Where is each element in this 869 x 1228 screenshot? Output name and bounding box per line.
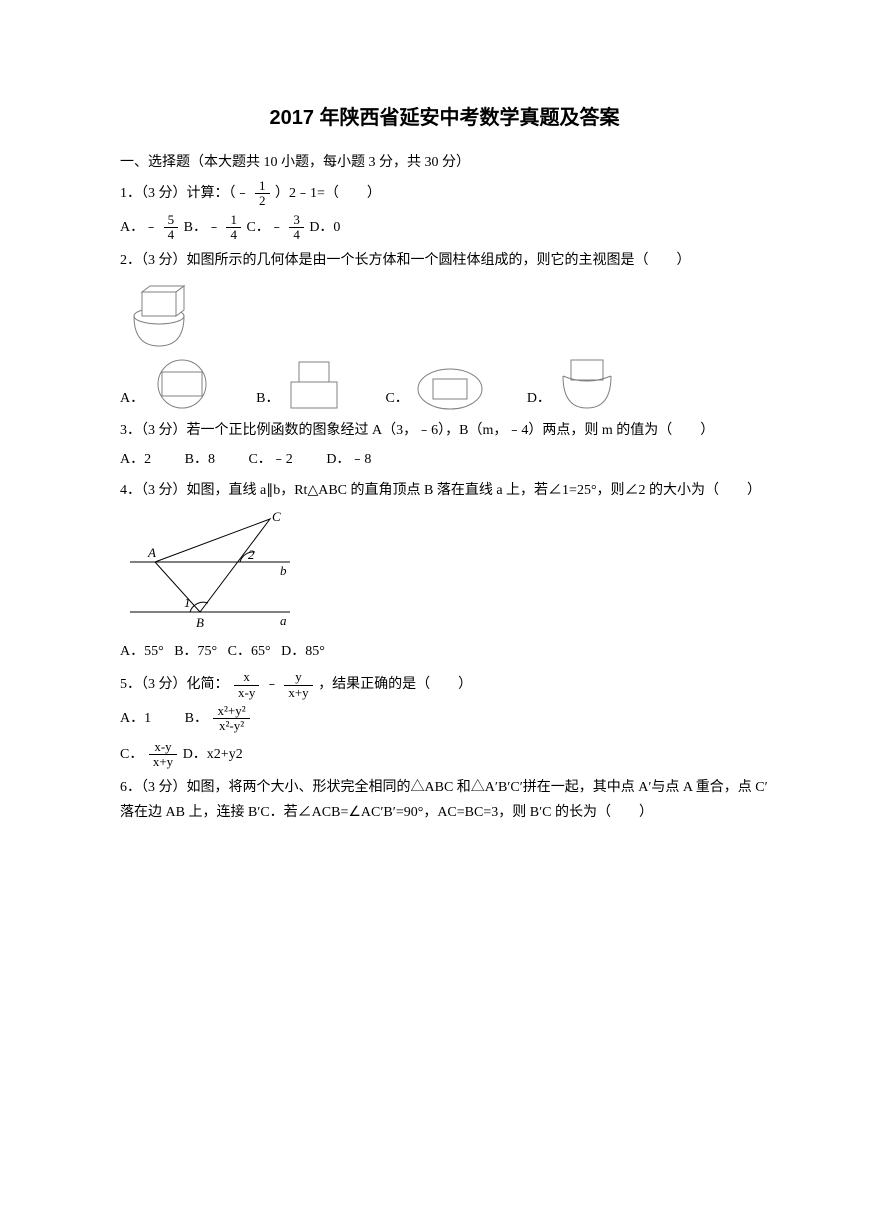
q4-opt-a: A．55° — [120, 639, 164, 664]
q2-option-c-icon — [415, 366, 485, 412]
q1-opt-c-frac: 3 4 — [289, 213, 304, 243]
q5-c-num: x-y — [149, 740, 177, 755]
q3-opt-d: D．﹣8 — [326, 447, 371, 472]
q1-stem-a: 1．（3 分）计算：（﹣ — [120, 186, 250, 201]
q4-triangle-diagram: A B C b a 1 2 — [120, 507, 300, 637]
q5-b-num: x²+y² — [213, 704, 249, 719]
q4-label-1: 1 — [184, 595, 191, 610]
q1-opt-a-frac: 5 4 — [164, 213, 179, 243]
q1-c-num: 3 — [289, 213, 304, 228]
q1-a-den: 4 — [164, 228, 179, 242]
q4-label-2: 2 — [248, 547, 255, 562]
q3-opt-a: A．2 — [120, 447, 151, 472]
q2-opt-d: D． — [527, 386, 551, 411]
q2-solid-icon — [120, 278, 198, 350]
q5-f1-num: x — [234, 670, 259, 685]
q4-opt-b: B．75° — [174, 639, 217, 664]
q5-minus: ﹣ — [265, 677, 279, 692]
q1-opt-c-pre: C．﹣ — [246, 215, 283, 240]
q2-option-a-icon — [150, 356, 214, 412]
q5-c-den: x+y — [149, 755, 177, 769]
q1-b-num: 1 — [226, 213, 241, 228]
page-title: 2017 年陕西省延安中考数学真题及答案 — [120, 100, 769, 136]
q5-stem-b: ，结果正确的是（ ） — [318, 677, 472, 692]
q5-opt-b-frac: x²+y² x²-y² — [213, 704, 249, 734]
q5-f1-den: x-y — [234, 686, 259, 700]
q2-figure — [120, 278, 769, 350]
q5-frac1: x x-y — [234, 670, 259, 700]
q3-opt-c: C．﹣2 — [248, 447, 292, 472]
q5-f2-num: y — [284, 670, 312, 685]
q4-opt-d: D．85° — [281, 639, 325, 664]
q1-b-den: 4 — [226, 228, 241, 242]
q5-opt-d: D．x2+y2 — [183, 742, 243, 767]
q1-opt-a-pre: A．﹣ — [120, 215, 158, 240]
q5-options-row2: C． x-y x+y D．x2+y2 — [120, 740, 769, 770]
q4-label-C: C — [272, 509, 281, 524]
q1-frac1: 1 2 — [255, 179, 270, 209]
q1-stem-b: ）2﹣1=（ ） — [275, 186, 381, 201]
q1-frac1-den: 2 — [255, 194, 270, 208]
q5-opt-c-pre: C． — [120, 742, 143, 767]
q4-figure: A B C b a 1 2 — [120, 507, 769, 637]
q5-options-row1: A．1 B． x²+y² x²-y² — [120, 704, 769, 734]
q4-label-a: a — [280, 613, 287, 628]
question-4: 4．（3 分）如图，直线 a∥b，Rt△ABC 的直角顶点 B 落在直线 a 上… — [120, 478, 769, 503]
question-6: 6．（3 分）如图，将两个大小、形状完全相同的△ABC 和△A′B′C′拼在一起… — [120, 775, 769, 825]
q1-opt-b-frac: 1 4 — [226, 213, 241, 243]
q4-label-b: b — [280, 563, 287, 578]
question-5: 5．（3 分）化简： x x-y ﹣ y x+y ，结果正确的是（ ） — [120, 670, 769, 700]
q5-b-den: x²-y² — [213, 719, 249, 733]
q2-option-d-icon — [557, 356, 617, 412]
q5-frac2: y x+y — [284, 670, 312, 700]
q3-options: A．2 B．8 C．﹣2 D．﹣8 — [120, 447, 769, 472]
q2-opt-b: B． — [256, 386, 279, 411]
q2-opt-c: C． — [385, 386, 408, 411]
q4-label-A: A — [147, 545, 156, 560]
q2-options: A． B． C． D． — [120, 356, 769, 412]
q1-opt-d: D．0 — [309, 215, 340, 240]
q2-opt-a: A． — [120, 386, 144, 411]
q1-options: A．﹣ 5 4 B．﹣ 1 4 C．﹣ 3 4 D．0 — [120, 213, 769, 243]
question-2: 2．（3 分）如图所示的几何体是由一个长方体和一个圆柱体组成的，则它的主视图是（… — [120, 248, 769, 273]
q5-stem-a: 5．（3 分）化简： — [120, 677, 229, 692]
q4-label-B: B — [196, 615, 204, 630]
q1-c-den: 4 — [289, 228, 304, 242]
q3-opt-b: B．8 — [185, 447, 215, 472]
section-heading: 一、选择题（本大题共 10 小题，每小题 3 分，共 30 分） — [120, 150, 769, 175]
q5-f2-den: x+y — [284, 686, 312, 700]
q5-opt-a: A．1 — [120, 706, 151, 731]
q1-opt-b-pre: B．﹣ — [184, 215, 221, 240]
q1-frac1-num: 1 — [255, 179, 270, 194]
question-3: 3．（3 分）若一个正比例函数的图象经过 A（3，﹣6），B（m，﹣4）两点，则… — [120, 418, 769, 443]
q2-option-b-icon — [285, 356, 343, 412]
q5-opt-c-frac: x-y x+y — [149, 740, 177, 770]
q4-opt-c: C．65° — [228, 639, 271, 664]
q1-a-num: 5 — [164, 213, 179, 228]
q4-options: A．55° B．75° C．65° D．85° — [120, 639, 769, 664]
q5-opt-b-pre: B． — [185, 706, 208, 731]
question-1: 1．（3 分）计算：（﹣ 1 2 ）2﹣1=（ ） — [120, 179, 769, 209]
